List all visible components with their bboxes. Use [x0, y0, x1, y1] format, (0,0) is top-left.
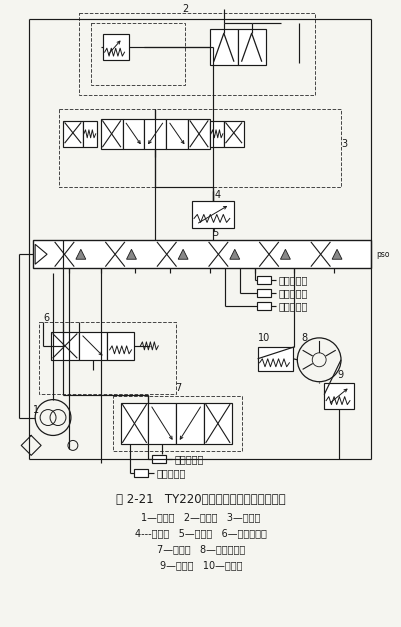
Bar [257, 347, 293, 371]
Bar [79, 332, 106, 360]
Text: 8: 8 [300, 333, 307, 343]
Bar [223, 121, 243, 147]
Bar [237, 29, 265, 65]
Bar [148, 403, 176, 445]
Bar [33, 240, 370, 268]
Bar [256, 289, 270, 297]
Text: 4: 4 [214, 189, 221, 199]
Polygon shape [280, 250, 290, 259]
Text: 3: 3 [340, 139, 346, 149]
Bar [134, 469, 148, 477]
Bar [100, 119, 122, 149]
Bar [83, 121, 97, 147]
Bar [176, 403, 203, 445]
Text: 9: 9 [336, 370, 342, 380]
Text: 2: 2 [182, 4, 188, 14]
Text: 第四离合器: 第四离合器 [278, 288, 307, 298]
Text: 4---减压阀   5—变速阀   6—启动安全阀: 4---减压阀 5—变速阀 6—启动安全阀 [135, 528, 266, 538]
Text: 6: 6 [43, 313, 49, 323]
Bar [120, 403, 148, 445]
Polygon shape [229, 250, 239, 259]
Text: pso: pso [375, 250, 388, 259]
Text: 图 2-21   TY220推土机液压交速系统原理图: 图 2-21 TY220推土机液压交速系统原理图 [116, 493, 285, 505]
Bar [256, 276, 270, 284]
Text: 第五离合器: 第五离合器 [278, 275, 307, 285]
Text: 5: 5 [211, 228, 217, 238]
Bar [144, 119, 166, 149]
Bar [51, 332, 79, 360]
Polygon shape [126, 250, 136, 259]
Polygon shape [178, 250, 188, 259]
Bar [102, 34, 128, 60]
Bar [79, 13, 314, 95]
Bar [192, 201, 233, 228]
Text: 7—换向阀   8—液力变矩器: 7—换向阀 8—液力变矩器 [156, 544, 245, 554]
Bar [166, 119, 188, 149]
Bar [39, 322, 176, 394]
Bar [188, 119, 209, 149]
Text: 1—变速泵   2—调压阀   3—快回阀: 1—变速泵 2—调压阀 3—快回阀 [141, 512, 260, 522]
Bar [112, 396, 241, 451]
Text: 10: 10 [257, 333, 269, 343]
Bar [63, 121, 83, 147]
Bar [209, 29, 237, 65]
Bar [91, 23, 184, 85]
Text: 第二离合器: 第二离合器 [174, 455, 203, 465]
Polygon shape [331, 250, 341, 259]
Bar [203, 403, 231, 445]
Text: 9—溢流阀   10—背压阀: 9—溢流阀 10—背压阀 [159, 560, 242, 570]
Bar [323, 382, 353, 409]
Bar [122, 119, 144, 149]
Text: 7: 7 [174, 382, 181, 393]
Polygon shape [76, 250, 85, 259]
Bar [152, 455, 166, 463]
Bar [209, 121, 223, 147]
Text: 1: 1 [33, 404, 39, 414]
Text: 第一离合器: 第一离合器 [156, 468, 185, 478]
Bar [256, 302, 270, 310]
Text: 第三离合器: 第三离合器 [278, 301, 307, 311]
Bar [106, 332, 134, 360]
Bar [59, 109, 340, 187]
